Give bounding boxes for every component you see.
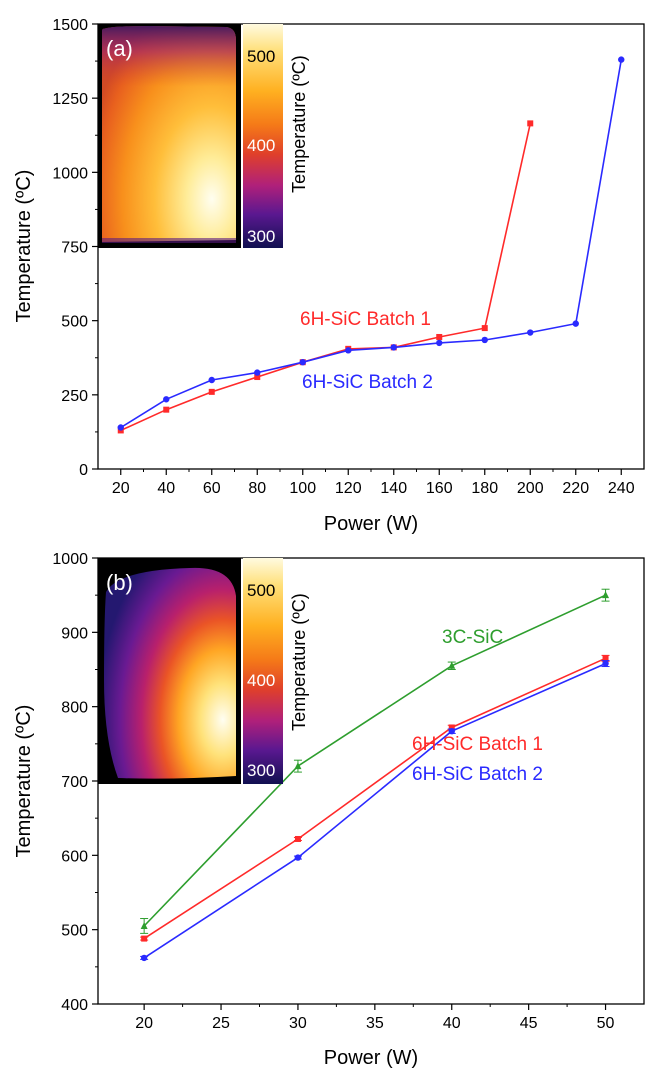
series-group-a	[117, 56, 625, 434]
x-tick-label: 100	[289, 480, 316, 497]
y-tick-label: 1000	[52, 551, 88, 568]
x-tick-label: 20	[112, 480, 130, 497]
x-tick-label: 20	[135, 1015, 153, 1032]
panel-label-a: (a)	[106, 36, 133, 61]
x-tick-label: 240	[608, 480, 635, 497]
series-label-batch1: 6H-SiC Batch 1	[412, 734, 543, 755]
x-tick-label: 50	[597, 1015, 615, 1032]
x-tick-label: 40	[443, 1015, 461, 1032]
series-label-3c: 3C-SiC	[442, 627, 503, 648]
data-point	[448, 724, 455, 731]
data-point	[572, 320, 579, 327]
series-label-batch2: 6H-SiC Batch 2	[302, 372, 433, 393]
y-tick-label: 800	[61, 700, 88, 717]
panel-a: 20 40 60 80 100 120 140 160 180 200 220 240 0 250 500 7…	[13, 17, 645, 535]
data-point	[140, 954, 148, 962]
data-point	[208, 376, 215, 384]
series-label-batch2: 6H-SiC Batch 2	[412, 764, 543, 785]
series-group-b	[140, 588, 610, 962]
data-point	[436, 339, 443, 347]
y-tick-label: 750	[61, 240, 88, 257]
x-tick-label: 30	[289, 1015, 307, 1032]
data-point	[117, 424, 124, 431]
y-axis-label-a: Temperature (ºC)	[13, 170, 35, 323]
x-tick-label: 180	[471, 480, 498, 497]
data-point	[602, 591, 610, 599]
data-point	[163, 396, 170, 403]
colorbar-tick: 400	[247, 671, 275, 690]
colorbar-tick: 300	[247, 227, 275, 246]
colorbar-a: 500 400 300 Temperature (ºC)	[243, 24, 309, 248]
x-tick-label: 80	[248, 480, 266, 497]
colorbar-tick: 300	[247, 761, 275, 780]
data-point	[294, 835, 301, 842]
data-point	[527, 329, 534, 336]
y-tick-label: 500	[61, 314, 88, 331]
series-line-6h-sic-batch-2	[120, 59, 623, 429]
data-point	[294, 854, 302, 861]
y-tick-label: 1000	[52, 165, 88, 182]
y-tick-label: 900	[61, 625, 88, 642]
y-tick-label: 500	[61, 923, 88, 940]
panel-label-b: (b)	[106, 570, 133, 595]
x-tick-label: 160	[426, 480, 453, 497]
x-tick-label: 40	[157, 480, 175, 497]
data-point	[299, 359, 306, 366]
colorbar-tick: 500	[247, 47, 275, 66]
colorbar-tick: 500	[247, 581, 275, 600]
data-point	[345, 347, 352, 354]
x-tick-label: 200	[517, 480, 544, 497]
data-point	[436, 333, 443, 340]
data-point	[208, 388, 215, 395]
y-tick-label: 700	[61, 774, 88, 791]
data-point	[448, 661, 456, 669]
y-tick-label: 0	[79, 462, 88, 479]
x-tick-label: 140	[380, 480, 407, 497]
x-tick-label: 60	[203, 480, 221, 497]
y-tick-label: 250	[61, 388, 88, 405]
data-point	[481, 336, 488, 344]
data-point	[140, 921, 148, 929]
thermal-inset-a: (a)	[98, 24, 241, 248]
y-tick-label: 1500	[52, 17, 88, 34]
x-axis-label-a: Power (W)	[324, 513, 418, 535]
data-point	[294, 762, 302, 770]
panel-b: 20 25 30 35 40 45 50 400 500 600 700 800 900 1000 (b)…	[13, 551, 645, 1069]
data-point	[481, 325, 488, 332]
colorbar-tick: 400	[247, 136, 275, 155]
colorbar-label: Temperature (ºC)	[289, 55, 309, 193]
series-line-6h-sic-batch-1	[143, 657, 606, 940]
data-point	[527, 120, 534, 127]
data-point	[390, 344, 397, 351]
colorbar-b: 500 400 300 Temperature (ºC)	[243, 558, 309, 784]
x-tick-label: 45	[520, 1015, 538, 1032]
data-point	[602, 660, 609, 667]
data-point	[163, 406, 170, 413]
x-tick-label: 25	[212, 1015, 230, 1032]
y-tick-label: 1250	[52, 91, 88, 108]
data-point	[254, 369, 261, 376]
data-point	[254, 374, 261, 381]
axis-ticks-a: 20 40 60 80 100 120 140 160 180 200 220 240 0 250 500 7…	[52, 17, 634, 497]
series-label-batch1: 6H-SiC Batch 1	[300, 309, 431, 330]
x-tick-label: 220	[562, 480, 589, 497]
data-point	[141, 935, 148, 942]
data-point	[602, 655, 609, 662]
data-point	[618, 56, 625, 63]
thermal-inset-b: (b)	[98, 558, 241, 784]
y-tick-label: 400	[61, 997, 88, 1014]
x-tick-label: 120	[335, 480, 362, 497]
series-line-3c-sic	[143, 594, 606, 927]
x-axis-label-b: Power (W)	[324, 1047, 418, 1069]
data-point	[448, 727, 455, 735]
colorbar-label: Temperature (ºC)	[289, 593, 309, 731]
series-line-6h-sic-batch-2	[143, 662, 606, 959]
axis-ticks-b: 20 25 30 35 40 45 50 400 500 600 700 800 900 1000	[52, 551, 614, 1032]
y-tick-label: 600	[61, 848, 88, 865]
y-axis-label-b: Temperature (ºC)	[13, 705, 35, 858]
x-tick-label: 35	[366, 1015, 384, 1032]
